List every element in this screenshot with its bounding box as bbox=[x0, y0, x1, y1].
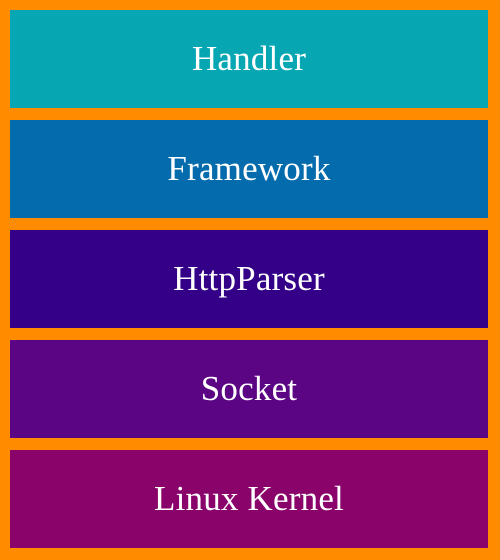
layer-label: Socket bbox=[200, 369, 298, 408]
layer-label: Handler bbox=[191, 39, 307, 78]
layer-label: HttpParser bbox=[173, 259, 325, 298]
layer-framework: Framework bbox=[10, 120, 488, 218]
layer-httpparser: HttpParser bbox=[10, 230, 488, 328]
layer-label: Framework bbox=[167, 149, 331, 188]
layer-stack-diagram: Handler Framework HttpParser Socket Linu… bbox=[10, 10, 490, 548]
layer-label: Linux Kernel bbox=[154, 479, 344, 518]
layer-linux-kernel: Linux Kernel bbox=[10, 450, 488, 548]
layer-handler: Handler bbox=[10, 10, 488, 108]
layer-socket: Socket bbox=[10, 340, 488, 438]
